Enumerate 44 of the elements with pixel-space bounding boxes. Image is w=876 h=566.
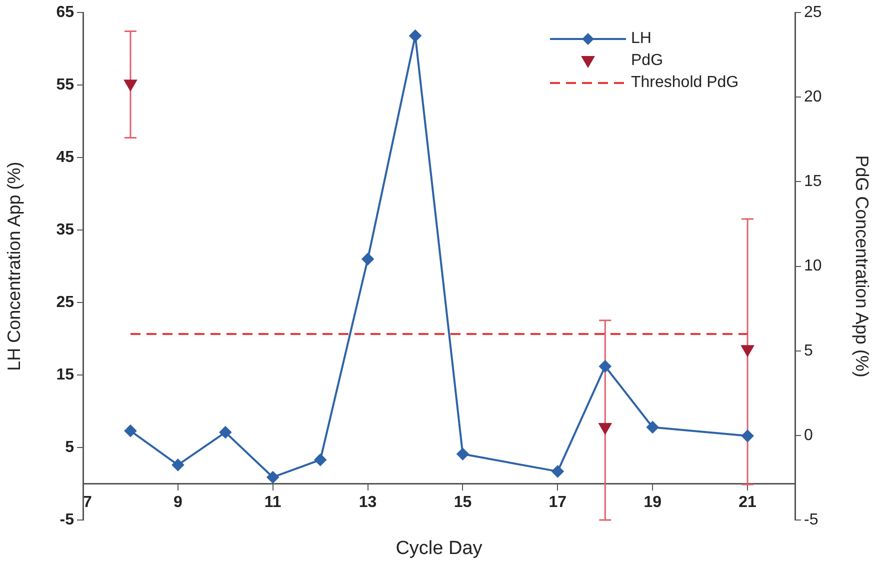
point [124,424,136,437]
legend-label: PdG [631,52,664,70]
y2-tick-label: 15 [804,173,822,190]
point [314,454,326,466]
y-tick-label: 15 [56,366,74,384]
point [552,465,564,478]
y-tick-label: 55 [56,76,74,94]
y2-tick-label: 25 [804,4,822,22]
legend-label: LH [631,30,652,48]
point [742,430,754,442]
point [124,80,138,92]
y-tick-label: 25 [56,294,74,311]
point [362,253,374,266]
y2-tick-label: 10 [804,258,822,275]
point [172,458,184,471]
y-tick-label: 65 [56,4,74,22]
x-tick-label: 19 [644,494,662,511]
point [219,426,232,438]
y-tick-label: -5 [60,511,74,528]
point [740,345,754,357]
point [266,471,279,484]
y2-tick-label: -5 [804,511,818,528]
y-axis-title: LH Concentration App (%) [4,162,24,371]
point [409,30,422,42]
point [599,360,612,372]
y2-tick-label: 20 [804,88,822,106]
y2-tick-label: 5 [804,342,813,360]
x-tick-label: 9 [173,494,182,511]
x-tick-label: 21 [738,494,757,511]
x-tick-label: 11 [264,494,282,511]
x-axis-title: Cycle Day [394,538,484,560]
legend-label: Threshold PdG [631,74,739,92]
y-tick-label: 45 [56,148,74,166]
x-tick-label: 17 [548,494,567,511]
point [598,422,612,434]
point [456,448,469,460]
y2-axis-title: PdG Concentration App (%) [852,155,872,378]
y-tick-label: 5 [65,438,74,456]
x-tick-label: 7 [83,494,92,511]
y2-tick-label: 0 [804,426,813,444]
y-tick-label: 35 [56,221,74,238]
point [646,421,659,434]
x-tick-label: 13 [358,494,377,511]
x-tick-label: 15 [454,494,472,511]
